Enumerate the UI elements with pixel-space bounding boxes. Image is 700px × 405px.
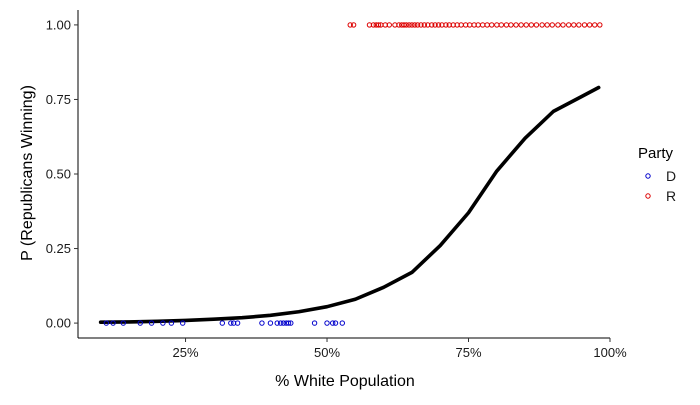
data-point-d: [234, 320, 241, 326]
data-point-d: [148, 320, 155, 326]
data-point-d: [277, 320, 284, 326]
data-points-layer: [103, 22, 603, 326]
x-tick-label: 75%: [455, 345, 481, 360]
data-point-r: [484, 22, 490, 28]
data-point-d: [332, 320, 339, 326]
legend-marker-r: [645, 193, 651, 199]
fitted-logistic-curve: [98, 85, 601, 324]
data-point-r: [350, 22, 357, 28]
data-point-r: [518, 22, 524, 28]
y-axis-title: P (Republicans Winning): [19, 85, 36, 261]
data-point-r: [586, 22, 593, 28]
data-point-r: [560, 22, 566, 28]
x-axis-ticks: 25% 50% 75% 100%: [173, 338, 627, 360]
data-point-r: [375, 22, 382, 28]
data-point-r: [555, 22, 561, 28]
data-point-r: [412, 22, 418, 28]
data-point-r: [498, 22, 505, 28]
data-point-r: [508, 22, 514, 28]
data-point-r: [401, 22, 407, 28]
legend-marker-d: [645, 173, 651, 179]
data-point-r: [489, 22, 495, 28]
x-tick-label: 100%: [593, 345, 627, 360]
data-point-r: [581, 22, 588, 28]
data-point-r: [403, 22, 409, 28]
data-point-d: [267, 320, 274, 326]
data-point-r: [406, 22, 412, 28]
data-point-r: [370, 22, 377, 28]
data-point-r: [592, 22, 598, 28]
data-point-r: [347, 22, 353, 28]
data-point-r: [549, 22, 555, 28]
data-point-d: [259, 320, 265, 326]
data-point-r: [409, 22, 415, 28]
data-point-d: [339, 320, 345, 326]
x-axis-title: % White Population: [275, 373, 415, 390]
data-point-r: [571, 22, 577, 28]
y-axis-ticks: 0.00 0.25 0.50 0.75 1.00: [46, 17, 78, 331]
data-point-d: [110, 320, 116, 326]
data-point-r: [528, 22, 535, 28]
y-tick-label: 1.00: [46, 17, 71, 32]
data-point-r: [544, 22, 550, 28]
data-point-d: [288, 320, 294, 326]
data-point-r: [418, 22, 424, 28]
data-point-r: [386, 22, 392, 28]
data-point-d: [120, 320, 126, 326]
y-tick-label: 0.25: [46, 241, 71, 256]
data-point-d: [103, 320, 110, 326]
data-point-r: [494, 22, 500, 28]
data-point-d: [219, 320, 226, 326]
x-tick-label: 50%: [314, 345, 340, 360]
data-point-d: [329, 320, 336, 326]
legend-label-r: R: [666, 188, 676, 204]
data-point-r: [523, 22, 529, 28]
data-point-d: [285, 320, 292, 326]
legend-items: DR: [645, 168, 676, 204]
data-point-r: [533, 22, 540, 28]
data-point-d: [274, 320, 280, 326]
data-point-d: [137, 320, 143, 326]
y-tick-label: 0.75: [46, 92, 71, 107]
data-point-r: [513, 22, 519, 28]
data-point-r: [432, 22, 438, 28]
y-tick-label: 0.50: [46, 167, 71, 182]
data-point-r: [443, 22, 449, 28]
data-point-d: [324, 320, 330, 326]
data-point-r: [597, 22, 603, 28]
data-point-r: [503, 22, 510, 28]
data-point-r: [396, 22, 402, 28]
data-point-r: [414, 22, 421, 28]
data-point-r: [435, 22, 442, 28]
data-point-d: [228, 320, 234, 326]
data-point-r: [421, 22, 428, 28]
data-point-d: [280, 320, 287, 326]
y-tick-label: 0.00: [46, 316, 71, 331]
data-point-d: [311, 320, 318, 326]
data-point-d: [168, 320, 175, 326]
data-point-r: [479, 22, 486, 28]
data-point-r: [539, 22, 545, 28]
legend: Party DR: [638, 145, 676, 204]
data-point-r: [576, 22, 582, 28]
x-tick-label: 25%: [173, 345, 199, 360]
data-point-r: [429, 22, 435, 28]
fitted-curve-layer: [98, 85, 601, 324]
data-point-r: [565, 22, 572, 28]
data-point-d: [180, 320, 186, 326]
legend-label-d: D: [666, 168, 676, 184]
data-point-d: [160, 320, 166, 326]
legend-title: Party: [638, 145, 674, 162]
